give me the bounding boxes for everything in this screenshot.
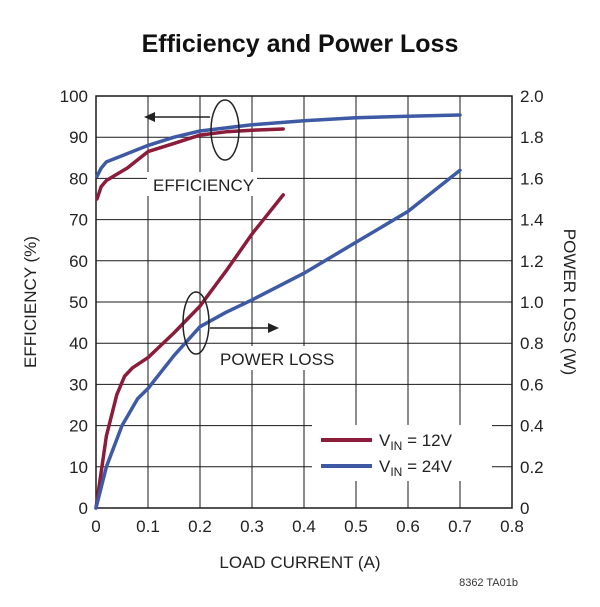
y2-tick-label: 1.2 bbox=[520, 252, 544, 271]
y2-tick-label: 1.6 bbox=[520, 169, 544, 188]
series-line bbox=[95, 113, 462, 179]
legend: VIN = 12V VIN = 24V bbox=[312, 425, 492, 481]
y2-tick-label: 0.6 bbox=[520, 375, 544, 394]
x-tick-label: 0.3 bbox=[240, 517, 264, 536]
y-tick-label: 30 bbox=[69, 375, 88, 394]
x-axis-label: LOAD CURRENT (A) bbox=[219, 553, 380, 572]
series-line bbox=[94, 168, 462, 510]
legend-24v-prefix: V bbox=[379, 457, 391, 476]
y-tick-label: 40 bbox=[69, 334, 88, 353]
legend-12v-sub: IN bbox=[390, 439, 402, 453]
power-loss-label-bg bbox=[214, 346, 348, 370]
y2-axis-label: POWER LOSS (W) bbox=[560, 229, 579, 375]
x-tick-label: 0.1 bbox=[136, 517, 160, 536]
y2-tick-label: 0 bbox=[520, 499, 529, 518]
power-loss-arrow-head bbox=[268, 323, 279, 333]
power-loss-callout-ellipse bbox=[182, 291, 210, 355]
chart-title: Efficiency and Power Loss bbox=[142, 30, 459, 58]
efficiency-annotation: EFFICIENCY bbox=[153, 176, 254, 195]
power-loss-annotation: POWER LOSS bbox=[220, 350, 334, 369]
y-tick-label: 80 bbox=[69, 169, 88, 188]
y2-tick-label: 1.0 bbox=[520, 293, 544, 312]
y-tick-label: 0 bbox=[79, 499, 88, 518]
plot-frame bbox=[95, 95, 513, 509]
x-tick-label: 0.8 bbox=[500, 517, 524, 536]
y-tick-label: 10 bbox=[69, 458, 88, 477]
y-tick-label: 100 bbox=[60, 87, 88, 106]
legend-12v-prefix: V bbox=[379, 431, 391, 450]
y2-tick-label: 1.8 bbox=[520, 128, 544, 147]
axes bbox=[95, 95, 513, 509]
legend-24v-suffix: = 24V bbox=[402, 457, 452, 476]
y-tick-label: 20 bbox=[69, 417, 88, 436]
data-series bbox=[94, 113, 462, 510]
legend-24v-sub: IN bbox=[390, 465, 402, 479]
y2-tick-label: 2.0 bbox=[520, 87, 544, 106]
y-tick-label: 90 bbox=[69, 128, 88, 147]
figure-code: 8362 TA01b bbox=[459, 577, 518, 589]
efficiency-callout-ellipse bbox=[210, 99, 240, 161]
y-axis-label: EFFICIENCY (%) bbox=[21, 236, 40, 368]
efficiency-arrow-head bbox=[144, 112, 155, 122]
y2-tick-label: 0.4 bbox=[520, 417, 544, 436]
y-tick-label: 60 bbox=[69, 252, 88, 271]
y2-tick-label: 1.4 bbox=[520, 211, 544, 230]
y2-tick-label: 0.8 bbox=[520, 334, 544, 353]
series-line bbox=[94, 193, 285, 510]
y-tick-label: 70 bbox=[69, 211, 88, 230]
x-tick-label: 0.2 bbox=[188, 517, 212, 536]
legend-bg bbox=[312, 425, 492, 481]
y-tick-label: 50 bbox=[69, 293, 88, 312]
efficiency-label-bg bbox=[147, 172, 257, 196]
legend-12v-suffix: = 12V bbox=[402, 431, 452, 450]
legend-label-12v: VIN = 12V bbox=[379, 431, 453, 453]
y2-tick-label: 0.2 bbox=[520, 458, 544, 477]
series-line bbox=[95, 127, 285, 201]
x-tick-label: 0.4 bbox=[292, 517, 316, 536]
x-tick-label: 0 bbox=[91, 517, 100, 536]
x-tick-label: 0.6 bbox=[396, 517, 420, 536]
x-tick-label: 0.5 bbox=[344, 517, 368, 536]
legend-label-24v: VIN = 24V bbox=[379, 457, 453, 479]
tick-labels: 0 0.1 0.2 0.3 0.4 0.5 0.6 0.7 0.80 010 0.220 0.430 0… bbox=[60, 87, 544, 536]
x-tick-label: 0.7 bbox=[448, 517, 472, 536]
